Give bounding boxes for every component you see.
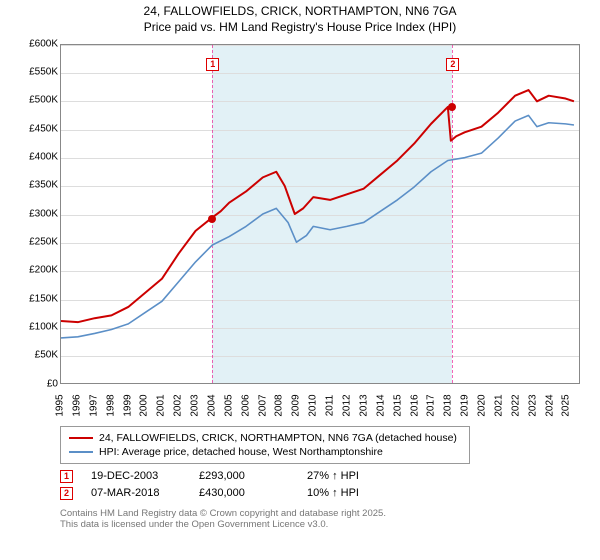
x-axis-label: 2025: [561, 390, 572, 420]
plot-region: 12: [60, 44, 580, 384]
y-axis-label: £500K: [14, 95, 58, 106]
x-axis-label: 2017: [426, 390, 437, 420]
x-axis-label: 1999: [122, 390, 133, 420]
sales-row: 2 07-MAR-2018 £430,000 10% ↑ HPI: [60, 485, 588, 502]
sales-table: 1 19-DEC-2003 £293,000 27% ↑ HPI 2 07-MAR-201…: [60, 468, 588, 502]
footer-line2: This data is licensed under the Open Gov…: [60, 519, 588, 531]
x-axis-label: 2022: [510, 390, 521, 420]
x-axis-label: 2015: [392, 390, 403, 420]
x-axis-label: 2002: [173, 390, 184, 420]
x-axis-label: 2019: [460, 390, 471, 420]
footer-line1: Contains HM Land Registry data © Crown c…: [60, 508, 588, 520]
x-axis-label: 1998: [105, 390, 116, 420]
y-axis-label: £300K: [14, 208, 58, 219]
sales-row-delta: 27% ↑ HPI: [307, 470, 397, 482]
x-axis-label: 2018: [443, 390, 454, 420]
y-axis-label: £150K: [14, 293, 58, 304]
legend-item: HPI: Average price, detached house, West…: [69, 445, 461, 459]
legend-item: 24, FALLOWFIELDS, CRICK, NORTHAMPTON, NN…: [69, 431, 461, 445]
sales-row-date: 07-MAR-2018: [91, 487, 181, 499]
x-axis-label: 1995: [55, 390, 66, 420]
sales-row-price: £430,000: [199, 487, 289, 499]
x-axis-label: 2010: [308, 390, 319, 420]
x-axis-label: 1997: [88, 390, 99, 420]
sale-marker-box: 2: [446, 58, 459, 71]
x-axis-label: 2016: [409, 390, 420, 420]
chart-area: 12 £0£50K£100K£150K£200K£250K£300K£350K£…: [12, 40, 588, 420]
x-axis-label: 2008: [274, 390, 285, 420]
chart-title-line1: 24, FALLOWFIELDS, CRICK, NORTHAMPTON, NN…: [12, 4, 588, 20]
x-axis-label: 2004: [206, 390, 217, 420]
sale-marker-dot: [448, 103, 456, 111]
x-axis-label: 1996: [71, 390, 82, 420]
y-axis-label: £450K: [14, 123, 58, 134]
line-layer: [61, 45, 579, 383]
y-axis-label: £200K: [14, 265, 58, 276]
x-axis-label: 2021: [493, 390, 504, 420]
y-axis-label: £250K: [14, 236, 58, 247]
sale-marker-box: 1: [206, 58, 219, 71]
x-axis-label: 2006: [240, 390, 251, 420]
y-axis-label: £600K: [14, 38, 58, 49]
y-axis-label: £50K: [14, 350, 58, 361]
x-axis-label: 2013: [358, 390, 369, 420]
legend-swatch: [69, 451, 93, 453]
legend-label: HPI: Average price, detached house, West…: [99, 446, 383, 458]
x-axis-label: 2007: [257, 390, 268, 420]
y-axis-label: £0: [14, 378, 58, 389]
sales-row-price: £293,000: [199, 470, 289, 482]
y-axis-label: £550K: [14, 66, 58, 77]
x-axis-label: 2020: [477, 390, 488, 420]
x-axis-label: 2024: [544, 390, 555, 420]
legend-swatch: [69, 437, 93, 439]
x-axis-label: 2003: [190, 390, 201, 420]
y-axis-label: £400K: [14, 151, 58, 162]
chart-title-line2: Price paid vs. HM Land Registry's House …: [12, 20, 588, 34]
x-axis-label: 2023: [527, 390, 538, 420]
footer-attribution: Contains HM Land Registry data © Crown c…: [60, 508, 588, 532]
x-axis-label: 2014: [375, 390, 386, 420]
series-hpi: [61, 115, 574, 338]
legend: 24, FALLOWFIELDS, CRICK, NORTHAMPTON, NN…: [60, 426, 470, 464]
legend-label: 24, FALLOWFIELDS, CRICK, NORTHAMPTON, NN…: [99, 432, 457, 444]
x-axis-label: 2001: [156, 390, 167, 420]
x-axis-label: 2005: [223, 390, 234, 420]
sale-marker-dot: [208, 215, 216, 223]
y-axis-label: £100K: [14, 321, 58, 332]
sales-row-date: 19-DEC-2003: [91, 470, 181, 482]
x-axis-label: 2009: [291, 390, 302, 420]
x-axis-label: 2012: [342, 390, 353, 420]
x-axis-label: 2011: [325, 390, 336, 420]
sales-row-delta: 10% ↑ HPI: [307, 487, 397, 499]
sales-row: 1 19-DEC-2003 £293,000 27% ↑ HPI: [60, 468, 588, 485]
chart-container: 24, FALLOWFIELDS, CRICK, NORTHAMPTON, NN…: [0, 0, 600, 560]
sales-row-marker: 1: [60, 470, 73, 483]
sales-row-marker: 2: [60, 487, 73, 500]
x-axis-label: 2000: [139, 390, 150, 420]
y-axis-label: £350K: [14, 180, 58, 191]
series-property: [61, 90, 574, 322]
